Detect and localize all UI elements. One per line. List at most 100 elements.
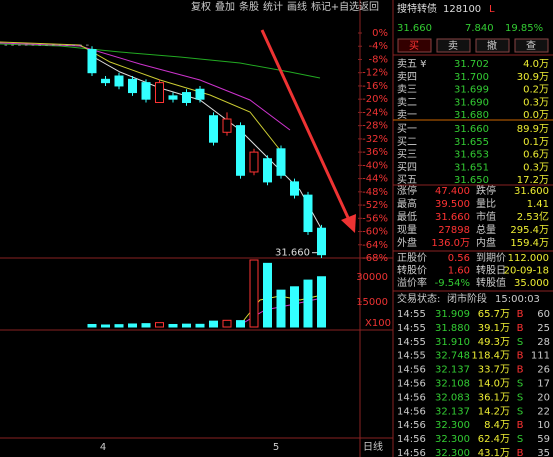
candle-body (209, 115, 218, 143)
volume-bar (236, 320, 245, 328)
trade-time: 14:56 (397, 434, 426, 445)
trade-volume: 14.2万 (478, 406, 510, 417)
pct-tick-label: -28% (362, 121, 388, 132)
stat-value: 1.60 (448, 266, 470, 277)
toolbar-button[interactable]: 画线 (287, 0, 307, 13)
book-price: 31.655 (454, 137, 489, 148)
toolbar-button[interactable]: 叠加 (215, 1, 235, 13)
trade-price: 31.910 (435, 337, 470, 348)
trade-count: 59 (537, 434, 550, 445)
candle-body (101, 78, 110, 84)
stat-value: 0.56 (448, 253, 470, 264)
toolbar-button[interactable]: +自选 (331, 0, 359, 13)
volume-bar (87, 323, 97, 328)
trade-count: 60 (537, 309, 550, 320)
trade-count: 35 (537, 448, 550, 457)
action-button[interactable]: 查 (526, 39, 536, 52)
candle-body (236, 125, 245, 176)
stat-label: 内盘 (476, 236, 496, 249)
book-label: 卖三 (397, 84, 417, 96)
toolbar-button[interactable]: 返回 (359, 1, 379, 13)
book-price: 31.651 (454, 162, 489, 173)
book-volume: 0.3万 (523, 162, 549, 173)
book-label: 卖一 (397, 109, 417, 121)
trade-price: 31.909 (435, 309, 470, 320)
toolbar-button[interactable]: 标记 (311, 1, 331, 13)
stat-value: 295.4万 (510, 225, 549, 236)
trade-volume: 14.0万 (478, 379, 510, 390)
volume-bar (290, 286, 299, 328)
trade-volume: 49.3万 (478, 337, 510, 348)
vol-tick-label: 15000 (356, 297, 388, 308)
pct-tick-label: -4% (369, 41, 388, 52)
pct-tick-label: -16% (362, 81, 388, 92)
book-label: 买三 (397, 149, 417, 161)
stat-value: 2.53亿 (517, 210, 549, 223)
stat-value: -9.54% (435, 278, 470, 289)
stat-label: 最高 (397, 197, 417, 210)
action-button[interactable]: 买 (409, 40, 419, 52)
book-volume: 0.3万 (523, 97, 549, 108)
volume-bar (128, 323, 137, 328)
trade-side: B (517, 448, 524, 457)
ma-line (0, 42, 291, 131)
book-price: 31.690 (454, 97, 489, 108)
stat-value: 31.660 (435, 212, 470, 223)
trade-side: B (517, 323, 524, 334)
last-price-label: 31.660 (275, 248, 310, 259)
book-label: 买二 (397, 136, 417, 148)
toolbar-button[interactable]: 条股 (239, 0, 259, 13)
book-price: 31.702 (454, 59, 489, 70)
candle-body (87, 49, 97, 74)
candle-body (155, 82, 164, 103)
pct-tick-label: -20% (362, 94, 388, 105)
volume-bar (155, 322, 164, 328)
volume-bar (303, 279, 313, 328)
book-volume: 0.6万 (523, 150, 549, 161)
stat-value: 35.000 (514, 278, 549, 289)
stat-value: 1.41 (527, 199, 549, 210)
stat-label: 跌停 (476, 184, 496, 197)
volume-bar (249, 259, 259, 328)
book-price: 31.653 (454, 150, 489, 161)
toolbar-button[interactable]: 复权 (191, 0, 211, 13)
trade-price: 32.748 (435, 351, 470, 362)
stock-code: 128100 (443, 4, 481, 15)
book-volume: 17.2万 (517, 175, 549, 186)
pct-tick-label: -64% (362, 240, 388, 251)
change: 7.840 (465, 23, 494, 34)
trade-time: 14:56 (397, 448, 426, 457)
stat-label: 量比 (476, 198, 496, 210)
trade-volume: 65.7万 (478, 309, 510, 320)
trade-price: 32.300 (435, 448, 470, 457)
toolbar-button[interactable]: 统计 (263, 0, 283, 13)
x-label: 4 (100, 442, 106, 453)
button-frame (475, 38, 510, 53)
period[interactable]: 日线 (363, 440, 383, 453)
trade-time: 14:56 (397, 406, 426, 417)
stat-value: 27898 (438, 225, 470, 236)
volume-bar (263, 262, 272, 328)
candle-body (128, 78, 137, 94)
stat-label: 转股日 (476, 264, 506, 277)
stat-value: 39.500 (435, 199, 470, 210)
trade-volume: 36.1万 (478, 392, 510, 403)
trade-side: B (517, 420, 524, 431)
book-price: 31.660 (454, 124, 489, 135)
book-label: 买一 (397, 123, 417, 135)
trade-count: 28 (537, 337, 550, 348)
stat-label: 涨停 (397, 184, 417, 197)
trade-time: 14:56 (397, 392, 426, 403)
candle-body (114, 75, 124, 87)
action-button[interactable]: 撤 (487, 39, 497, 52)
status-time: 15:00:03 (495, 294, 540, 305)
stat-label: 到期价 (476, 252, 506, 264)
book-label: 买五 (397, 174, 417, 186)
x-label: 5 (273, 442, 279, 453)
volume-bar (168, 323, 178, 328)
action-button[interactable]: 卖 (448, 40, 458, 52)
trade-side: B (517, 365, 524, 376)
trade-time: 14:55 (397, 323, 426, 334)
trade-time: 14:56 (397, 365, 426, 376)
